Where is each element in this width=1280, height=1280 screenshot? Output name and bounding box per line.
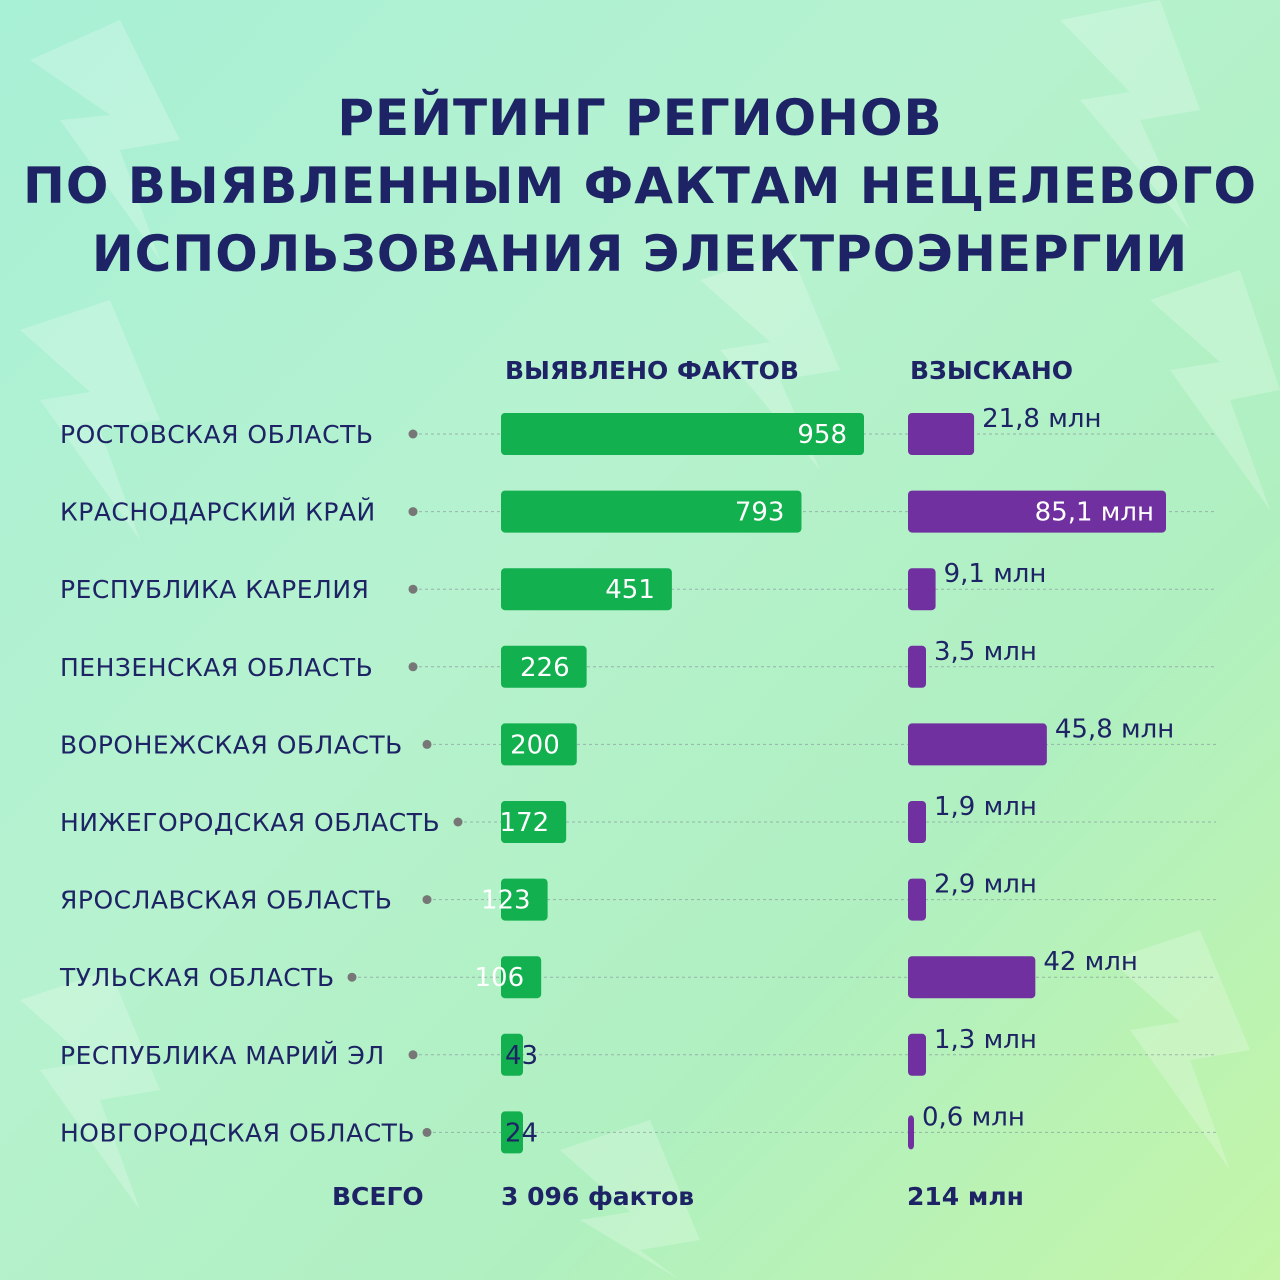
facts-bar: [501, 956, 542, 999]
collected-bar-label: 21,8 млн: [982, 404, 1101, 434]
row-dot: [422, 739, 432, 749]
region-label: РОСТОВСКАЯ ОБЛАСТЬ: [60, 420, 374, 449]
collected-bar: [908, 1115, 914, 1150]
region-label: НИЖЕГОРОДСКАЯ ОБЛАСТЬ: [60, 808, 440, 837]
facts-bar: [501, 568, 672, 611]
facts-bar: [501, 1033, 523, 1076]
collected-column-header: ВЗЫСКАНО: [910, 356, 1074, 385]
row-dot: [408, 662, 418, 672]
title-line-2: ПО ВЫЯВЛЕННЫМ ФАКТАМ НЕЦЕЛЕВОГО: [23, 157, 1257, 215]
collected-bar-label: 9,1 млн: [944, 559, 1047, 589]
region-label: ТУЛЬСКАЯ ОБЛАСТЬ: [59, 963, 335, 992]
facts-bar-label: 24: [505, 1118, 538, 1148]
collected-bar-label: 2,9 млн: [934, 870, 1037, 900]
facts-bar: [501, 645, 587, 688]
row-dot: [408, 507, 418, 517]
total-label: ВСЕГО: [332, 1182, 424, 1211]
collected-bar-label: 0,6 млн: [922, 1102, 1025, 1132]
row-dot: [453, 817, 463, 827]
collected-bar-label: 3,5 млн: [934, 637, 1037, 667]
collected-bar: [908, 878, 926, 921]
facts-bar-label: 200: [510, 730, 560, 760]
collected-bar-label: 85,1 млн: [1035, 498, 1154, 528]
facts-bar: [501, 413, 864, 455]
collected-bar-label: 42 млн: [1043, 947, 1138, 977]
total-facts: 3 096 фактов: [501, 1182, 695, 1211]
facts-bar-label: 123: [481, 886, 531, 916]
facts-bar: [501, 801, 567, 843]
facts-bar-label: 43: [505, 1041, 538, 1071]
row-dot: [422, 1127, 432, 1137]
collected-bar: [908, 645, 926, 688]
region-label: НОВГОРОДСКАЯ ОБЛАСТЬ: [60, 1118, 415, 1147]
facts-bar: [501, 490, 802, 533]
collected-bar-label: 45,8 млн: [1055, 714, 1174, 744]
region-label: ВОРОНЕЖСКАЯ ОБЛАСТЬ: [60, 730, 403, 759]
collected-bar: [908, 490, 1166, 533]
title-line-1: РЕЙТИНГ РЕГИОНОВ: [337, 89, 943, 147]
collected-bar-label: 1,9 млн: [934, 792, 1037, 822]
row-dot: [408, 1050, 418, 1060]
title-line-3: ИСПОЛЬЗОВАНИЯ ЭЛЕКТРОЭНЕРГИИ: [91, 225, 1189, 283]
facts-bar-label: 106: [475, 963, 525, 993]
row-dot: [422, 895, 432, 905]
region-label: ЯРОСЛАВСКАЯ ОБЛАСТЬ: [60, 886, 392, 915]
region-label: РЕСПУБЛИКА МАРИЙ ЭЛ: [60, 1041, 385, 1070]
collected-bar: [908, 723, 1047, 766]
collected-bar: [908, 956, 1036, 999]
facts-bar-label: 793: [735, 498, 785, 528]
facts-column-header: ВЫЯВЛЕНО ФАКТОВ: [505, 356, 799, 385]
facts-bar-label: 172: [500, 808, 550, 838]
facts-bar-label: 958: [797, 420, 847, 450]
row-dot: [347, 972, 357, 982]
chart-title: РЕЙТИНГ РЕГИОНОВ ПО ВЫЯВЛЕННЫМ ФАКТАМ НЕ…: [0, 84, 1280, 288]
row-dot: [408, 584, 418, 594]
collected-bar-label: 1,3 млн: [934, 1025, 1037, 1055]
total-collected: 214 млн: [907, 1182, 1024, 1211]
facts-bar-label: 451: [605, 575, 655, 605]
row-dot: [408, 429, 418, 439]
collected-bar: [908, 413, 975, 455]
region-label: РЕСПУБЛИКА КАРЕЛИЯ: [60, 575, 369, 604]
facts-bar: [501, 1111, 523, 1154]
facts-bar: [501, 878, 548, 921]
facts-bar: [501, 723, 577, 766]
collected-bar: [908, 568, 936, 611]
collected-bar: [908, 1033, 926, 1076]
facts-bar-label: 226: [520, 653, 570, 683]
region-label: КРАСНОДАРСКИЙ КРАЙ: [60, 498, 376, 527]
region-label: ПЕНЗЕНСКАЯ ОБЛАСТЬ: [60, 653, 373, 682]
collected-bar: [908, 801, 926, 843]
